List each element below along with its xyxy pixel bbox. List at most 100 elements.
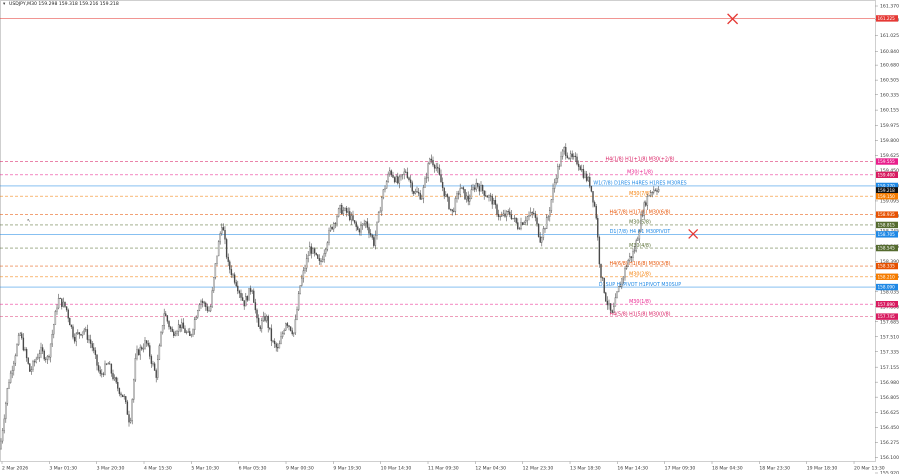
candle-body — [45, 358, 47, 360]
candle-body — [437, 166, 439, 169]
candle-body — [112, 373, 114, 380]
candle-body — [617, 286, 620, 293]
candle-body — [176, 331, 178, 335]
y-tick-label: 156.805 — [880, 395, 899, 401]
candle-body — [305, 258, 308, 269]
candle-body — [430, 158, 433, 161]
candle-body — [611, 310, 613, 313]
candle-body — [657, 189, 660, 192]
candle-body — [62, 301, 65, 307]
candle-body — [521, 222, 524, 225]
candle-body — [30, 369, 33, 372]
y-tick-label: 159.450 — [880, 168, 899, 174]
candle-body — [301, 277, 303, 286]
candle-body — [296, 309, 298, 320]
candle-body — [608, 303, 610, 306]
y-tick-label: 157.685 — [880, 319, 899, 325]
y-tick-label: 156.625 — [880, 410, 899, 416]
candle-body — [222, 227, 225, 231]
candle-body — [520, 222, 522, 230]
candle-body — [145, 340, 148, 344]
price-tag — [876, 15, 898, 22]
candle-body — [393, 177, 396, 183]
candle-body — [213, 277, 215, 291]
candle-body — [373, 237, 375, 246]
candle-body — [240, 293, 242, 298]
candle-body — [93, 347, 95, 351]
candle-body — [216, 255, 218, 264]
candle-body — [37, 357, 39, 360]
x-tick-label: 4 Mar 15:30 — [144, 466, 172, 472]
candle-body — [85, 329, 87, 331]
plot-frame — [0, 0, 876, 462]
candle-body — [325, 248, 327, 254]
candle-body — [337, 208, 340, 217]
candle-body — [525, 220, 527, 223]
candle-body — [528, 215, 530, 217]
y-tick-label: 161.025 — [880, 33, 899, 39]
candle-body — [91, 343, 93, 348]
candle-body — [485, 195, 487, 197]
candle-body — [158, 345, 161, 360]
candle-body — [384, 188, 386, 190]
x-tick-label: 12 Mar 04:30 — [475, 466, 506, 472]
candle-body — [107, 363, 109, 365]
candle-body — [160, 332, 162, 346]
candle-body — [313, 248, 316, 254]
candle-body — [638, 231, 641, 240]
candle-body — [229, 261, 231, 270]
candle-body — [411, 182, 413, 192]
candle-body — [603, 277, 605, 293]
candle-body — [251, 290, 253, 292]
price-tag — [876, 187, 898, 194]
x-marker-icon[interactable] — [727, 13, 739, 25]
candle-body — [513, 217, 516, 219]
candle-body — [310, 246, 313, 254]
candle-body — [272, 340, 274, 342]
candle-body — [225, 239, 228, 258]
candle-body — [326, 242, 329, 250]
candle-body — [299, 285, 301, 294]
candle-body — [203, 302, 205, 304]
candle-body — [349, 211, 351, 221]
cursor-icon: ↖ — [27, 219, 31, 224]
candle-body — [281, 333, 284, 337]
x-tick-label: 10 Mar 14:30 — [381, 466, 412, 472]
candle-body — [190, 334, 193, 336]
candle-body — [17, 334, 20, 345]
candle-body — [483, 190, 485, 196]
candle-body — [288, 325, 290, 327]
candle-body — [318, 258, 321, 261]
candle-body — [576, 156, 578, 165]
candle-body — [613, 305, 615, 313]
candle-body — [150, 356, 153, 364]
candle-body — [147, 343, 149, 346]
y-tick-label: 159.800 — [880, 138, 899, 144]
x-tick-label: 3 Mar 20:30 — [97, 466, 125, 472]
candle-body — [606, 300, 609, 306]
candle-body — [208, 310, 210, 312]
candle-body — [376, 221, 378, 236]
candle-body — [545, 217, 548, 230]
candle-body — [549, 210, 551, 217]
candle-body — [16, 344, 18, 356]
candle-body — [77, 332, 79, 334]
candle-body — [134, 358, 137, 381]
candle-body — [118, 388, 121, 394]
candle-body — [597, 218, 599, 238]
price-tag-label: 159.150 — [878, 194, 896, 199]
candle-body — [329, 226, 332, 231]
price-tag-label: 159.400 — [878, 172, 896, 177]
y-tick-label: 160.680 — [880, 63, 899, 69]
candle-body — [517, 222, 519, 229]
candle-body — [6, 388, 9, 404]
candle-body — [297, 293, 300, 310]
candle-body — [155, 370, 157, 378]
candle-body — [96, 354, 98, 366]
x-tick-label: 16 Mar 14:30 — [617, 466, 648, 472]
candle-body — [321, 259, 324, 262]
y-tick-label: 160.335 — [880, 92, 899, 98]
x-marker-icon[interactable] — [688, 228, 699, 239]
